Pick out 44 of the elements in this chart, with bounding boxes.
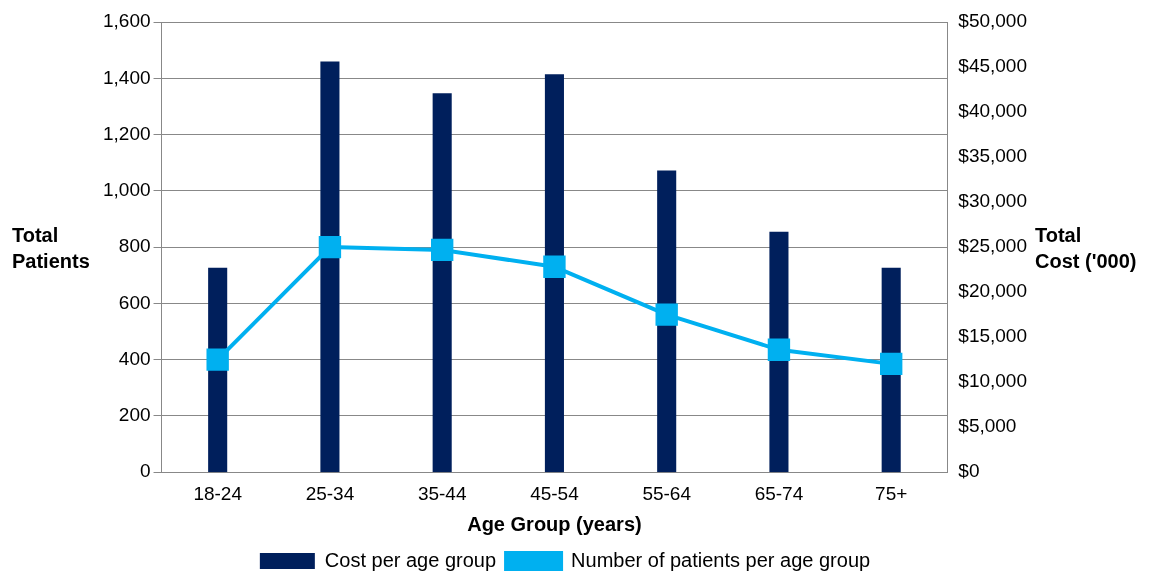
x-tick-label: 65-74 [754,482,804,504]
y2-tick-label: $10,000 [958,370,1028,392]
bar [432,93,452,473]
x-tick-label: 18-24 [193,482,243,504]
bar [544,74,564,473]
y-tick-label: 1,200 [103,122,151,144]
y2-tick-label: $0 [958,460,980,482]
legend-label: Cost per age group [324,548,497,571]
y2-tick-label: $50,000 [958,10,1028,32]
y2-tick-label: $40,000 [958,100,1028,122]
point [767,338,791,361]
bar [657,170,677,473]
y-tick-label: 1,400 [103,66,151,88]
y-tick-label: 800 [118,235,151,257]
legend-label: Number of patients per age group [571,548,871,571]
point [206,348,229,371]
x-tick-label: 55-64 [642,482,692,504]
bar [769,231,789,473]
y-tick-label: 1,600 [103,10,151,32]
y-tick-label: 600 [118,291,151,313]
point [880,352,903,376]
y-axis-title: Total Patients [12,224,90,272]
y2-tick-label: $20,000 [958,280,1028,302]
point [430,238,454,262]
point [543,255,566,278]
point [318,235,342,259]
y-tick-label: 200 [118,404,151,426]
y2-tick-label: $30,000 [958,190,1028,212]
y-tick-label: 0 [139,460,151,482]
point [655,303,678,326]
x-tick-label: 75+ [875,482,908,504]
y2-tick-label: $35,000 [958,145,1028,167]
y-tick-label: 400 [118,347,151,369]
x-tick-label: 45-54 [530,482,580,504]
y2-tick-label: $15,000 [958,325,1028,347]
y-tick-label: 1,000 [103,179,151,201]
x-tick-label: 25-34 [305,482,355,504]
y2-tick-label: $45,000 [958,55,1028,77]
y2-axis-title: Total Cost ('000) [1035,223,1138,274]
y2-tick-label: $25,000 [958,235,1028,257]
x-tick-label: 35-44 [417,482,467,504]
x-axis-title: Age Group (years) [467,512,642,535]
y2-tick-label: $5,000 [958,415,1017,437]
bar [320,61,340,473]
